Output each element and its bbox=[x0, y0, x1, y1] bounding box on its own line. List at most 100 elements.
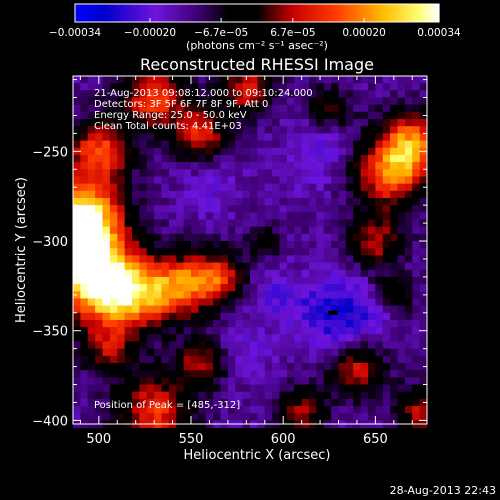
heatmap-cell bbox=[73, 298, 81, 307]
heatmap-cell bbox=[360, 391, 369, 400]
colorbar-cell bbox=[165, 4, 168, 22]
heatmap-cell bbox=[191, 363, 199, 371]
heatmap-cell bbox=[227, 391, 236, 400]
heatmap-cell bbox=[286, 276, 295, 285]
heatmap-cell bbox=[198, 341, 207, 350]
colorbar-tick-label: −0.00020 bbox=[124, 27, 176, 39]
heatmap-cell bbox=[132, 162, 140, 170]
heatmap-cell bbox=[73, 233, 81, 242]
colorbar-cell bbox=[385, 4, 388, 22]
heatmap-cell bbox=[397, 305, 406, 314]
heatmap-cell bbox=[73, 133, 81, 141]
heatmap-cell bbox=[338, 305, 347, 314]
heatmap-cell bbox=[294, 97, 303, 106]
heatmap-cell bbox=[242, 377, 251, 385]
heatmap-cell bbox=[235, 205, 244, 213]
heatmap-cell bbox=[242, 398, 251, 407]
heatmap-cell bbox=[404, 291, 413, 299]
heatmap-cell bbox=[176, 111, 185, 120]
heatmap-cell bbox=[176, 212, 185, 220]
heatmap-cell bbox=[183, 305, 192, 314]
heatmap-cell bbox=[301, 126, 310, 134]
heatmap-cell bbox=[338, 90, 347, 98]
heatmap-cell bbox=[382, 126, 391, 134]
heatmap-cell bbox=[117, 319, 126, 328]
heatmap-cell bbox=[272, 133, 280, 141]
heatmap-cell bbox=[191, 97, 199, 106]
heatmap-cell bbox=[227, 413, 236, 421]
colorbar-cell bbox=[139, 4, 142, 22]
heatmap-cell bbox=[205, 119, 214, 127]
heatmap-cell bbox=[109, 341, 118, 350]
colorbar-cell bbox=[207, 4, 210, 22]
heatmap-cell bbox=[316, 111, 325, 120]
heatmap-cell bbox=[168, 197, 177, 206]
heatmap-cell bbox=[272, 355, 280, 364]
heatmap-cell bbox=[264, 406, 273, 414]
heatmap-cell bbox=[176, 327, 185, 335]
heatmap-cell bbox=[183, 341, 192, 350]
heatmap-cell bbox=[419, 205, 428, 213]
heatmap-cell bbox=[235, 377, 244, 385]
heatmap-cell bbox=[235, 341, 244, 350]
heatmap-cell bbox=[360, 305, 369, 314]
heatmap-cell bbox=[294, 284, 303, 292]
heatmap-cell bbox=[323, 305, 332, 314]
colorbar-cell bbox=[201, 4, 204, 22]
heatmap-cell bbox=[250, 119, 258, 127]
heatmap-cell bbox=[390, 377, 398, 385]
heatmap-cell bbox=[198, 205, 207, 213]
heatmap-cell bbox=[419, 104, 428, 113]
heatmap-cell bbox=[242, 413, 251, 421]
colorbar-frame bbox=[74, 3, 440, 23]
colorbar-cell bbox=[267, 4, 270, 22]
heatmap-cell bbox=[154, 327, 162, 335]
heatmap-cell bbox=[220, 384, 229, 393]
heatmap-cell bbox=[242, 162, 251, 170]
heatmap-cell bbox=[132, 212, 140, 220]
x-tick-label: 500 bbox=[86, 432, 111, 447]
heatmap-cell bbox=[161, 370, 170, 378]
heatmap-cell bbox=[390, 219, 398, 228]
heatmap-cell bbox=[419, 233, 428, 242]
heatmap-cell bbox=[168, 140, 177, 149]
heatmap-cell bbox=[205, 377, 214, 385]
heatmap-cell bbox=[191, 169, 199, 177]
heatmap-cell bbox=[272, 363, 280, 371]
heatmap-cell bbox=[220, 97, 229, 106]
heatmap-cell bbox=[390, 334, 398, 342]
heatmap-cell bbox=[80, 140, 89, 149]
heatmap-cell bbox=[272, 90, 280, 98]
heatmap-cell bbox=[220, 363, 229, 371]
heatmap-cell bbox=[235, 83, 244, 91]
heatmap-cell bbox=[279, 205, 288, 213]
x-axis: 500 550 600 650 bbox=[79, 76, 413, 447]
heatmap-cell bbox=[345, 284, 354, 292]
heatmap-cell bbox=[213, 327, 221, 335]
heatmap-cell bbox=[323, 126, 332, 134]
heatmap-cell bbox=[154, 154, 162, 163]
heatmap-cell bbox=[205, 255, 214, 263]
heatmap-cell bbox=[161, 319, 170, 328]
heatmap-cell bbox=[331, 83, 339, 91]
heatmap-cell bbox=[382, 212, 391, 220]
heatmap-cell bbox=[309, 241, 317, 249]
heatmap-cell bbox=[382, 83, 391, 91]
heatmap-cell bbox=[117, 90, 126, 98]
heatmap-cell bbox=[95, 269, 103, 278]
heatmap-cell bbox=[250, 219, 258, 228]
heatmap-cell bbox=[257, 119, 266, 127]
heatmap-cell bbox=[272, 111, 280, 120]
heatmap-cell bbox=[419, 341, 428, 350]
heatmap-cell bbox=[257, 348, 266, 357]
heatmap-cell bbox=[250, 384, 258, 393]
heatmap-cell bbox=[338, 327, 347, 335]
heatmap-cell bbox=[286, 370, 295, 378]
heatmap-cell bbox=[205, 341, 214, 350]
heatmap-cell bbox=[154, 255, 162, 263]
heatmap-cell bbox=[95, 126, 103, 134]
heatmap-cell bbox=[338, 133, 347, 141]
heatmap-cell bbox=[323, 355, 332, 364]
heatmap-cell bbox=[102, 327, 111, 335]
heatmap-cell bbox=[375, 319, 384, 328]
